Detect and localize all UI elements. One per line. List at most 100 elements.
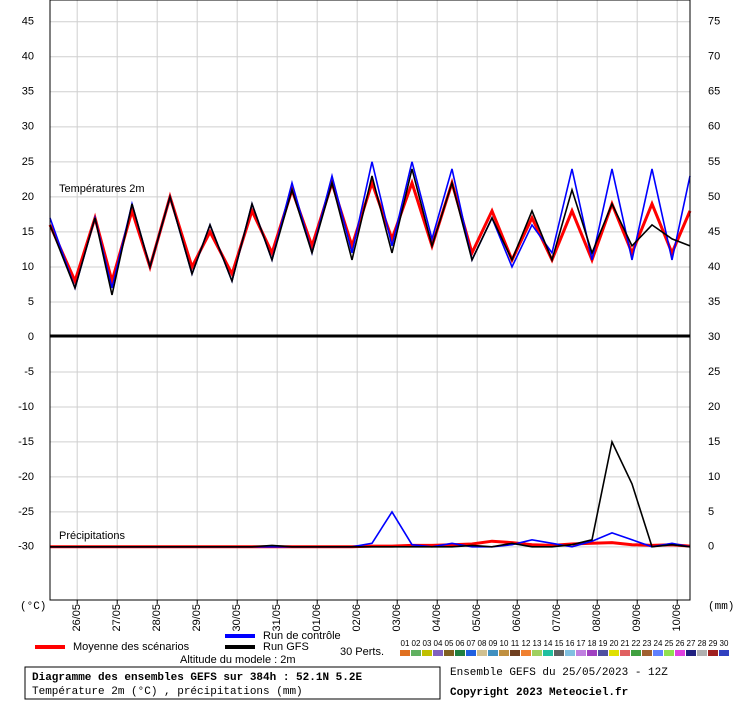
perturbation-label: 21 xyxy=(621,639,630,648)
panel-frame xyxy=(49,336,691,601)
perturbation-label: 14 xyxy=(544,639,553,648)
perturbation-label: 05 xyxy=(445,639,454,648)
y-tick-label: -15 xyxy=(18,436,34,448)
x-tick-label: 09/06 xyxy=(631,604,643,632)
legend-label: Moyenne des scénarios xyxy=(73,641,190,653)
y2-tick-label: 45 xyxy=(708,226,720,238)
perturbation-swatch xyxy=(609,650,619,656)
x-tick-label: 08/06 xyxy=(591,604,603,632)
y-tick-label: 30 xyxy=(22,121,34,133)
perturbation-label: 29 xyxy=(709,639,718,648)
perturbation-label: 28 xyxy=(698,639,707,648)
series-line xyxy=(49,161,691,291)
right-unit: (mm) xyxy=(708,601,734,613)
footer-run: Ensemble GEFS du 25/05/2023 - 12Z xyxy=(450,667,668,679)
legend-label: Run de contrôle xyxy=(263,630,341,642)
perturbation-label: 03 xyxy=(423,639,432,648)
x-tick-label: 06/06 xyxy=(511,604,523,632)
y-tick-label: 20 xyxy=(22,191,34,203)
y2-tick-label: 60 xyxy=(708,121,720,133)
x-tick-label: 31/05 xyxy=(271,604,283,632)
x-tick-label: 07/06 xyxy=(551,604,563,632)
perturbation-label: 09 xyxy=(489,639,498,648)
x-tick-label: 01/06 xyxy=(311,604,323,632)
perturbation-label: 07 xyxy=(467,639,476,648)
series-line xyxy=(49,168,691,296)
y-tick-label: 35 xyxy=(22,86,34,98)
y2-tick-label: 75 xyxy=(708,16,720,28)
perturbation-swatch xyxy=(587,650,597,656)
footer-copyright: Copyright 2023 Meteociel.fr xyxy=(450,687,628,699)
perturbation-swatch xyxy=(565,650,575,656)
perturbation-label: 26 xyxy=(676,639,685,648)
x-tick-label: 27/05 xyxy=(111,604,123,632)
perturbation-label: 15 xyxy=(555,639,564,648)
perturbation-label: 18 xyxy=(588,639,597,648)
perturbation-swatch xyxy=(488,650,498,656)
perturbation-swatch xyxy=(477,650,487,656)
perturbation-swatch xyxy=(532,650,542,656)
perturbation-swatch xyxy=(708,650,718,656)
x-tick-label: 04/06 xyxy=(431,604,443,632)
y-tick-label: -20 xyxy=(18,471,34,483)
perturbation-swatch xyxy=(598,650,608,656)
perturbation-label: 11 xyxy=(511,639,520,648)
y-tick-label: -5 xyxy=(24,366,34,378)
x-tick-label: 29/05 xyxy=(191,604,203,632)
perturbation-swatch xyxy=(686,650,696,656)
x-tick-label: 30/05 xyxy=(231,604,243,632)
series-line xyxy=(50,439,691,548)
perturbation-swatch xyxy=(543,650,553,656)
x-tick-label: 02/06 xyxy=(351,604,363,632)
footer-subtitle: Température 2m (°C) , précipitations (mm… xyxy=(32,686,303,698)
perturbation-label: 02 xyxy=(412,639,421,648)
perturbation-swatch xyxy=(719,650,729,656)
y-tick-label: 10 xyxy=(22,261,34,273)
perturbation-swatch xyxy=(433,650,443,656)
legend-label: Run GFS xyxy=(263,641,309,653)
x-tick-label: 26/05 xyxy=(71,604,83,632)
perturbation-label: 19 xyxy=(599,639,608,648)
y-tick-label: -30 xyxy=(18,541,34,553)
perturbation-label: 04 xyxy=(434,639,443,648)
perturbation-label: 12 xyxy=(522,639,531,648)
y2-tick-label: 65 xyxy=(708,86,720,98)
perturbations-label: 30 Perts. xyxy=(340,646,384,658)
perturbation-swatch xyxy=(400,650,410,656)
perturbation-label: 10 xyxy=(500,639,509,648)
perturbation-swatch xyxy=(675,650,685,656)
y-tick-label: -25 xyxy=(18,506,34,518)
perturbation-swatch xyxy=(653,650,663,656)
perturbation-swatch xyxy=(642,650,652,656)
perturbation-swatch xyxy=(411,650,421,656)
perturbation-swatch xyxy=(422,650,432,656)
y-tick-label: 40 xyxy=(22,51,34,63)
perturbation-label: 13 xyxy=(533,639,542,648)
perturbation-label: 16 xyxy=(566,639,575,648)
perturbation-swatch xyxy=(499,650,509,656)
perturbation-label: 01 xyxy=(401,639,410,648)
perturbation-label: 06 xyxy=(456,639,465,648)
plot-layer xyxy=(48,0,692,600)
x-tick-label: 28/05 xyxy=(151,604,163,632)
y2-tick-label: 40 xyxy=(708,261,720,273)
perturbation-label: 25 xyxy=(665,639,674,648)
perturbation-swatch xyxy=(510,650,520,656)
panel-title: Précipitations xyxy=(59,530,126,542)
perturbation-swatch xyxy=(455,650,465,656)
perturbation-label: 23 xyxy=(643,639,652,648)
y2-tick-label: 5 xyxy=(708,506,714,518)
perturbation-swatch xyxy=(554,650,564,656)
perturbation-swatch xyxy=(444,650,454,656)
perturbation-label: 22 xyxy=(632,639,641,648)
perturbation-swatch xyxy=(466,650,476,656)
y-tick-label: 15 xyxy=(22,226,34,238)
perturbation-swatch xyxy=(631,650,641,656)
y2-tick-label: 15 xyxy=(708,436,720,448)
y2-tick-label: 55 xyxy=(708,156,720,168)
y-tick-label: -10 xyxy=(18,401,34,413)
perturbation-label: 20 xyxy=(610,639,619,648)
x-tick-label: 03/06 xyxy=(391,604,403,632)
perturbation-swatch xyxy=(697,650,707,656)
